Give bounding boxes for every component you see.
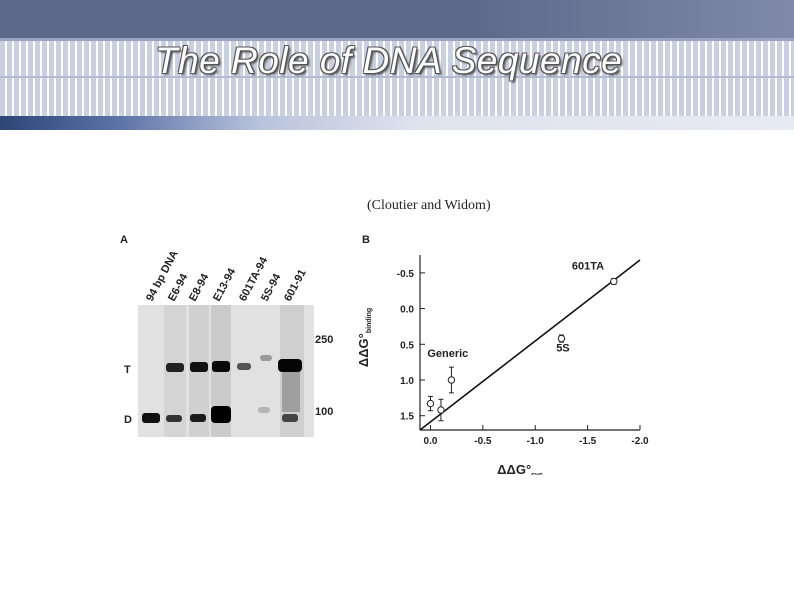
scatter-chart: -0.5 0.0 0.5 1.0 1.5 0.0 -0.5 -1.0 -1.5 -2.0 601TA… <box>356 255 649 475</box>
y-axis-label: ΔΔG°binding <box>356 308 373 367</box>
slide-header: The Role of DNA Sequence <box>0 0 794 130</box>
marker-100: 100 <box>315 406 333 418</box>
x-axis-label-subscript: cyc <box>531 472 543 475</box>
data-point <box>447 376 456 384</box>
panel-b-label: B <box>362 234 370 246</box>
x-axis-label: ΔΔG°cyc <box>497 462 543 475</box>
x-tick-label: -1.0 <box>527 436 545 447</box>
y-tick-label: 0.5 <box>400 340 414 351</box>
header-rule <box>0 38 794 41</box>
y-axis-label-subscript: binding <box>366 308 373 333</box>
y-tick-label: 0.0 <box>400 305 414 316</box>
data-point <box>437 406 445 414</box>
header-top-highlight <box>0 0 794 38</box>
x-tick-label: -2.0 <box>631 436 649 447</box>
figure: A 94 bp DNA E6-94 E8-94 E13-94 601TA-94 … <box>120 234 649 475</box>
fit-line <box>419 259 641 431</box>
data-point <box>610 277 618 286</box>
lane-label: E13-94 <box>211 266 239 304</box>
gel-image <box>138 305 314 437</box>
lane-label: E8-94 <box>187 271 212 303</box>
x-tick-label: -1.5 <box>579 436 597 447</box>
header-top-band <box>0 0 794 38</box>
point-annotation: 5S <box>556 342 569 354</box>
x-tick-label: -0.5 <box>474 436 492 447</box>
y-tick-label: 1.0 <box>400 376 414 387</box>
band-label-t: T <box>124 364 131 376</box>
slide-title: The Role of DNA Sequence <box>155 40 623 81</box>
header-bottom-gradient <box>0 116 794 130</box>
marker-250: 250 <box>315 334 333 346</box>
header-rule <box>0 76 794 78</box>
figure-citation: (Cloutier and Widom) <box>367 198 491 213</box>
data-point <box>557 334 566 343</box>
lane-label: 601-91 <box>282 268 309 304</box>
point-annotation: Generic <box>427 348 468 360</box>
point-annotation: 601TA <box>572 260 604 272</box>
y-tick-label: -0.5 <box>397 269 415 280</box>
data-point <box>426 399 435 408</box>
band-label-d: D <box>124 414 132 426</box>
panel-a-label: A <box>120 234 128 246</box>
y-tick-label: 1.5 <box>400 412 414 423</box>
lane-labels: 94 bp DNA E6-94 E8-94 E13-94 601TA-94 5S… <box>144 249 309 304</box>
x-tick-label: 0.0 <box>424 436 438 447</box>
lane-label: 5S-94 <box>259 271 284 303</box>
